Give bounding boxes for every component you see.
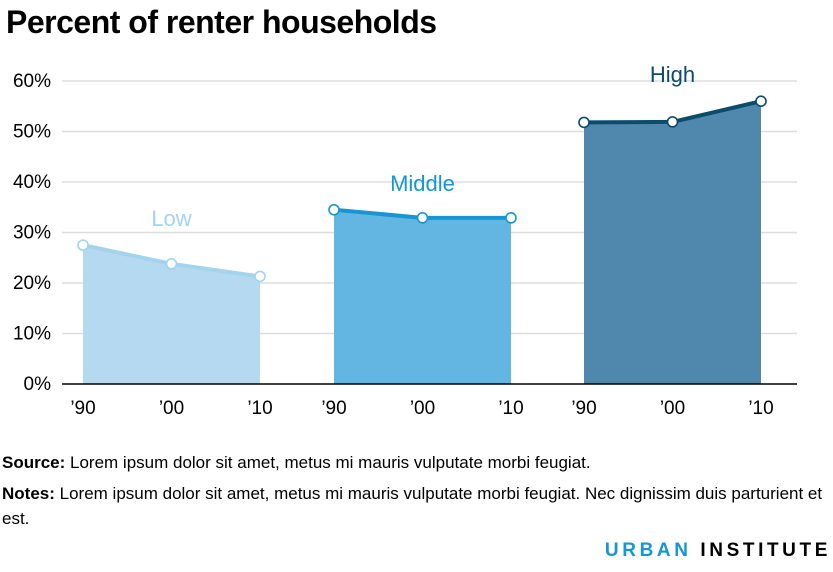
y-tick-label: 10% bbox=[13, 324, 51, 345]
area-high bbox=[584, 101, 761, 384]
x-axis-ticks: ’90 ’00 ’10 ’90 ’00 ’10 ’90 ’00 ’10 bbox=[70, 398, 773, 419]
y-tick-label: 30% bbox=[13, 223, 51, 244]
series-label-middle: Middle bbox=[390, 171, 455, 196]
logo-word-institute: INSTITUTE bbox=[700, 540, 831, 561]
notes-label: Notes: bbox=[2, 484, 55, 503]
data-point bbox=[416, 212, 429, 224]
x-tick-label: ’10 bbox=[498, 398, 523, 419]
series-areas bbox=[77, 95, 767, 384]
data-point bbox=[328, 203, 340, 216]
x-tick-label: ’90 bbox=[321, 398, 346, 419]
x-tick-label: ’00 bbox=[410, 398, 435, 419]
source-text: Lorem ipsum dolor sit amet, metus mi mau… bbox=[65, 453, 591, 472]
y-tick-label: 0% bbox=[24, 374, 52, 395]
y-tick-label: 40% bbox=[13, 172, 51, 193]
notes-note: Notes: Lorem ipsum dolor sit amet, metus… bbox=[2, 481, 828, 531]
data-point bbox=[755, 95, 767, 108]
area-middle bbox=[334, 209, 511, 384]
area-chart: 0%10%20%30%40%50%60% ’90’00’10’90’00’10’… bbox=[13, 62, 797, 419]
area-low bbox=[83, 245, 260, 384]
y-tick-label: 50% bbox=[13, 122, 51, 143]
series-label-high: High bbox=[650, 62, 695, 87]
data-point bbox=[77, 239, 89, 251]
data-point bbox=[578, 116, 590, 129]
x-tick-label: ’00 bbox=[159, 398, 184, 419]
x-tick-label: ’10 bbox=[748, 398, 773, 419]
notes-text: Lorem ipsum dolor sit amet, metus mi mau… bbox=[2, 484, 823, 528]
data-point bbox=[666, 116, 679, 128]
source-label: Source: bbox=[2, 453, 66, 472]
x-tick-label: ’10 bbox=[247, 398, 272, 419]
chart-title: Percent of renter households bbox=[6, 4, 437, 40]
data-point bbox=[505, 212, 517, 224]
urban-institute-logo: URBAN INSTITUTE bbox=[605, 540, 831, 562]
data-point bbox=[254, 270, 266, 283]
y-axis-ticks: 0% 10% 20% 30% 40% 50% 60% bbox=[13, 71, 51, 395]
logo-word-urban: URBAN bbox=[604, 540, 692, 561]
x-tick-label: ’00 bbox=[660, 398, 685, 419]
y-tick-label: 20% bbox=[13, 273, 51, 294]
y-tick-label: 60% bbox=[13, 71, 51, 92]
x-tick-label: ’90 bbox=[70, 398, 95, 419]
x-tick-label: ’90 bbox=[571, 398, 596, 419]
data-point bbox=[165, 258, 178, 270]
series-labels: Low Middle High bbox=[151, 62, 695, 231]
source-note: Source: Lorem ipsum dolor sit amet, metu… bbox=[2, 450, 828, 475]
series-label-low: Low bbox=[151, 206, 191, 231]
